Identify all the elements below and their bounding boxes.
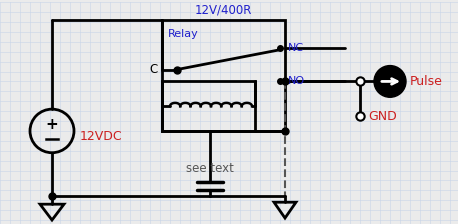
Circle shape [374,66,406,97]
Bar [162,20,285,131]
Bar [162,82,255,131]
Text: 12VDC: 12VDC [80,130,123,143]
Text: Pulse: Pulse [410,75,443,88]
Text: 12V/400R: 12V/400R [195,3,252,16]
Text: +: + [46,116,58,131]
Text: GND: GND [368,110,397,123]
Text: NC: NC [288,43,304,53]
Text: see text: see text [186,162,234,175]
Text: Relay: Relay [168,29,199,39]
Text: C: C [150,63,158,76]
Text: NO: NO [288,76,305,86]
